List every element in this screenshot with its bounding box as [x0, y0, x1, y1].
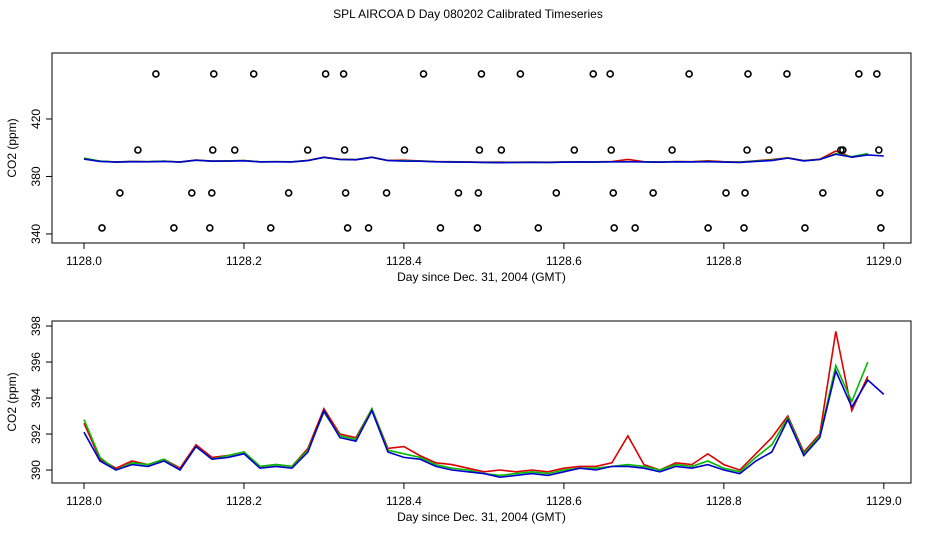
data-point: [534, 224, 543, 232]
x-tick-label: 1128.2: [226, 494, 262, 508]
x-tick-label: 1128.0: [66, 494, 102, 508]
x-axis-label: Day since Dec. 31, 2004 (GMT): [397, 270, 566, 284]
data-point: [497, 146, 506, 154]
data-point: [839, 146, 847, 154]
x-tick-label: 1128.4: [386, 494, 422, 508]
data-point: [744, 70, 752, 78]
x-tick-label: 1128.8: [706, 494, 742, 508]
x-tick-label: 1128.2: [226, 254, 262, 268]
data-point: [364, 224, 373, 232]
y-tick-label: 380: [29, 166, 43, 186]
data-point: [206, 224, 214, 232]
data-point: [649, 189, 657, 197]
data-point: [98, 224, 106, 232]
data-point: [266, 224, 275, 232]
y-tick-label: 420: [29, 109, 43, 129]
data-point: [552, 189, 561, 197]
figure-title: SPL AIRCOA D Day 080202 Calibrated Times…: [333, 7, 603, 21]
data-point: [343, 224, 352, 232]
data-point: [877, 224, 885, 232]
data-point: [419, 70, 428, 78]
y-tick-label: 396: [29, 352, 43, 372]
data-point: [783, 70, 791, 78]
x-tick-label: 1129.0: [866, 494, 902, 508]
data-point: [685, 70, 693, 78]
x-tick-label: 1128.4: [386, 254, 422, 268]
data-point: [743, 146, 751, 154]
data-point: [321, 70, 330, 78]
x-tick-label: 1128.6: [546, 494, 582, 508]
series-line: [83, 331, 869, 473]
data-point: [631, 224, 639, 232]
data-point: [116, 189, 124, 197]
data-point: [341, 189, 350, 197]
y-tick-label: 390: [29, 460, 43, 480]
data-point: [284, 189, 293, 197]
data-point: [473, 224, 482, 232]
data-point: [876, 189, 884, 197]
data-point: [875, 146, 883, 154]
x-axis-label: Day since Dec. 31, 2004 (GMT): [397, 510, 566, 524]
y-tick-label: 398: [29, 316, 43, 336]
data-point: [134, 146, 142, 154]
data-point: [170, 224, 178, 232]
series-line: [83, 153, 884, 164]
data-point: [475, 146, 484, 154]
data-point: [339, 70, 348, 78]
y-tick-label: 392: [29, 424, 43, 444]
data-point: [801, 224, 809, 232]
data-point: [400, 146, 409, 154]
data-point: [819, 189, 827, 197]
data-point: [855, 70, 863, 78]
x-tick-label: 1128.0: [66, 254, 102, 268]
data-point: [152, 70, 160, 78]
data-point: [208, 189, 216, 197]
data-point: [668, 146, 676, 154]
data-point: [188, 189, 196, 197]
data-point: [606, 70, 614, 78]
data-point: [765, 146, 773, 154]
x-tick-label: 1128.6: [546, 254, 582, 268]
data-point: [740, 224, 748, 232]
data-point: [589, 70, 598, 78]
x-tick-label: 1129.0: [866, 254, 902, 268]
data-point: [610, 224, 618, 232]
series-line: [83, 368, 885, 479]
data-point: [722, 189, 730, 197]
data-point: [607, 146, 616, 154]
data-point: [741, 189, 749, 197]
data-point: [208, 146, 217, 154]
data-point: [474, 189, 483, 197]
data-point: [340, 146, 349, 154]
x-tick-label: 1128.8: [706, 254, 742, 268]
data-point: [436, 224, 445, 232]
y-tick-label: 394: [29, 388, 43, 408]
data-point: [873, 70, 881, 78]
data-point: [210, 70, 218, 78]
data-point: [249, 70, 258, 78]
data-point: [454, 189, 463, 197]
y-axis-label: CO2 (ppm): [5, 118, 19, 177]
data-point: [516, 70, 525, 78]
data-point: [230, 146, 239, 154]
data-point: [609, 189, 618, 197]
y-tick-label: 340: [29, 224, 43, 244]
data-point: [477, 70, 486, 78]
y-axis-label: CO2 (ppm): [5, 372, 19, 431]
data-point: [704, 224, 712, 232]
data-point: [570, 146, 579, 154]
plot-frame: [51, 52, 912, 244]
data-point: [382, 189, 391, 197]
plot-frame: [51, 320, 912, 484]
data-point: [303, 146, 312, 154]
